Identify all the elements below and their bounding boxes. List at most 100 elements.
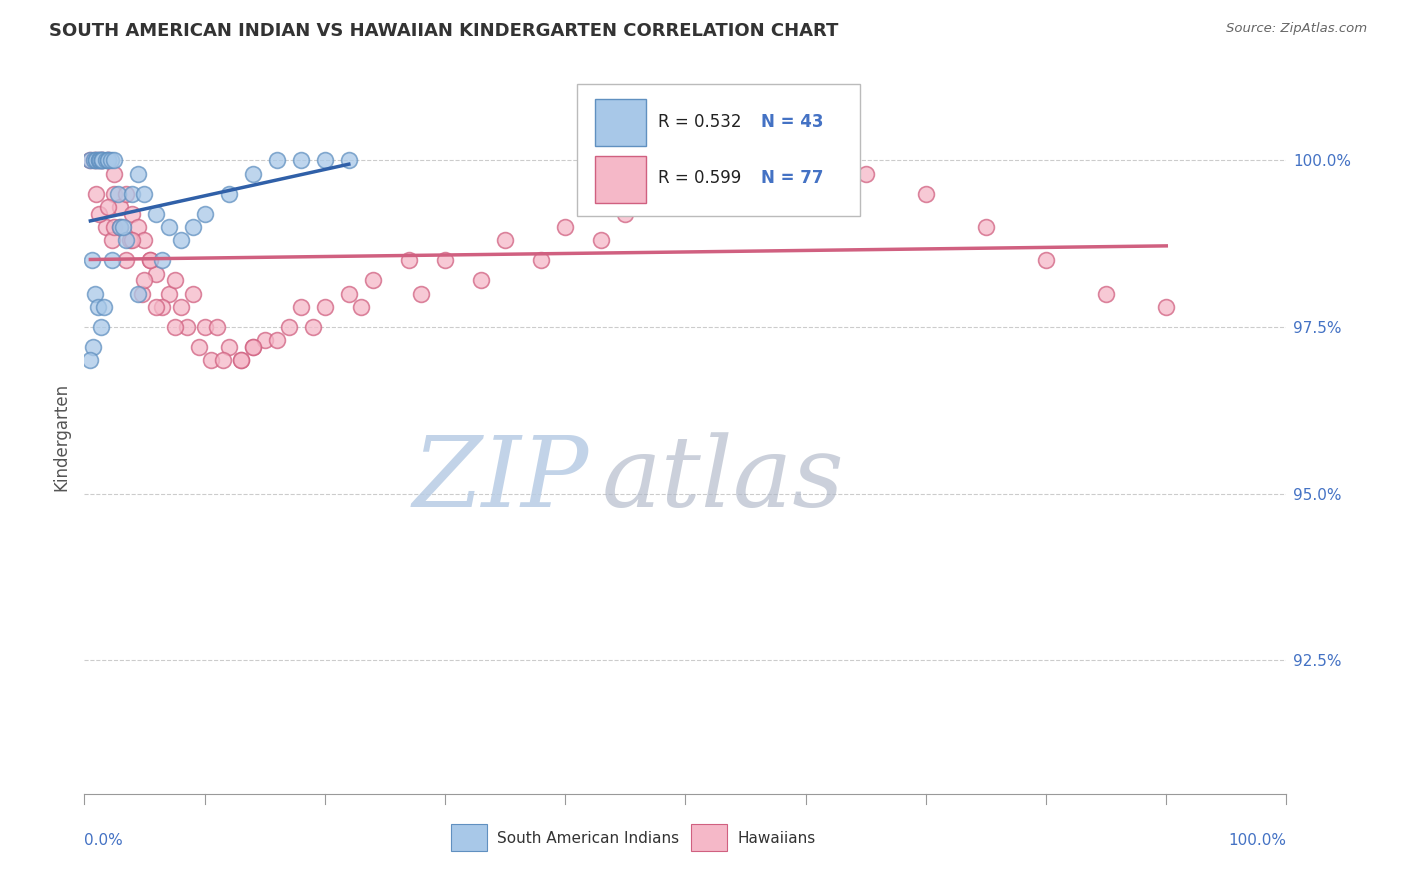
Text: ZIP: ZIP xyxy=(413,433,589,527)
Point xyxy=(301,320,323,334)
Point xyxy=(91,153,114,168)
Point xyxy=(163,273,186,287)
Point xyxy=(181,286,204,301)
Point xyxy=(218,186,240,201)
Text: N = 77: N = 77 xyxy=(761,169,824,187)
Point xyxy=(97,153,120,168)
Point xyxy=(94,153,117,168)
Point xyxy=(91,153,114,168)
Point xyxy=(169,300,191,314)
Point xyxy=(79,353,101,368)
Point xyxy=(145,300,167,314)
Point xyxy=(157,219,180,234)
Point xyxy=(734,167,756,181)
Point xyxy=(434,253,457,268)
Text: N = 43: N = 43 xyxy=(761,112,824,130)
Point xyxy=(675,186,697,201)
Point xyxy=(152,300,174,314)
Point xyxy=(157,286,180,301)
Point xyxy=(103,167,125,181)
Point xyxy=(1035,253,1057,268)
Text: SOUTH AMERICAN INDIAN VS HAWAIIAN KINDERGARTEN CORRELATION CHART: SOUTH AMERICAN INDIAN VS HAWAIIAN KINDER… xyxy=(49,22,838,40)
Point xyxy=(121,233,143,247)
Point xyxy=(83,153,105,168)
Point xyxy=(187,340,209,354)
Point xyxy=(84,286,107,301)
FancyBboxPatch shape xyxy=(578,84,859,216)
Point xyxy=(100,153,122,168)
Point xyxy=(337,286,360,301)
Text: Source: ZipAtlas.com: Source: ZipAtlas.com xyxy=(1226,22,1367,36)
Bar xyxy=(451,824,486,851)
Point xyxy=(266,153,288,168)
Point xyxy=(79,153,101,168)
Point xyxy=(253,334,276,348)
Point xyxy=(87,153,110,168)
Point xyxy=(115,186,138,201)
Bar xyxy=(692,824,727,851)
Text: 0.0%: 0.0% xyxy=(84,833,124,848)
Point xyxy=(91,153,114,168)
Point xyxy=(314,153,336,168)
Point xyxy=(103,153,125,168)
Point xyxy=(94,219,117,234)
Text: South American Indians: South American Indians xyxy=(496,830,679,846)
Point xyxy=(176,320,198,334)
Point xyxy=(121,186,143,201)
Point xyxy=(97,200,120,214)
FancyBboxPatch shape xyxy=(595,99,645,146)
Point xyxy=(91,153,114,168)
Point xyxy=(134,186,156,201)
Point xyxy=(134,233,156,247)
Point xyxy=(91,153,114,168)
Point xyxy=(350,300,373,314)
Point xyxy=(152,253,174,268)
Point xyxy=(103,219,125,234)
Point xyxy=(80,253,103,268)
Point xyxy=(127,286,149,301)
Point xyxy=(277,320,299,334)
Point xyxy=(86,186,108,201)
Point xyxy=(242,340,264,354)
Point xyxy=(314,300,336,314)
Point xyxy=(87,153,110,168)
Point xyxy=(242,340,264,354)
Point xyxy=(115,253,138,268)
Point xyxy=(121,207,143,221)
Point xyxy=(111,219,134,234)
Point xyxy=(103,186,125,201)
Point xyxy=(290,300,312,314)
Point xyxy=(409,286,432,301)
Point xyxy=(194,320,217,334)
Point xyxy=(79,153,101,168)
Text: R = 0.599: R = 0.599 xyxy=(658,169,741,187)
Point xyxy=(181,219,204,234)
Point xyxy=(134,273,156,287)
Point xyxy=(266,334,288,348)
Point xyxy=(107,186,129,201)
FancyBboxPatch shape xyxy=(595,156,645,203)
Point xyxy=(87,207,110,221)
Point xyxy=(97,153,120,168)
Point xyxy=(90,320,112,334)
Point xyxy=(398,253,420,268)
Point xyxy=(139,253,162,268)
Point xyxy=(163,320,186,334)
Point xyxy=(974,219,997,234)
Text: R = 0.532: R = 0.532 xyxy=(658,112,741,130)
Point xyxy=(205,320,228,334)
Text: Hawaiians: Hawaiians xyxy=(737,830,815,846)
Point xyxy=(614,207,637,221)
Point xyxy=(855,167,877,181)
Point xyxy=(229,353,252,368)
Point xyxy=(229,353,252,368)
Point xyxy=(915,186,938,201)
Point xyxy=(614,186,637,201)
Point xyxy=(110,200,132,214)
Point xyxy=(169,233,191,247)
Point xyxy=(101,233,124,247)
Point xyxy=(554,219,576,234)
Point xyxy=(361,273,384,287)
Point xyxy=(145,267,167,281)
Point xyxy=(290,153,312,168)
